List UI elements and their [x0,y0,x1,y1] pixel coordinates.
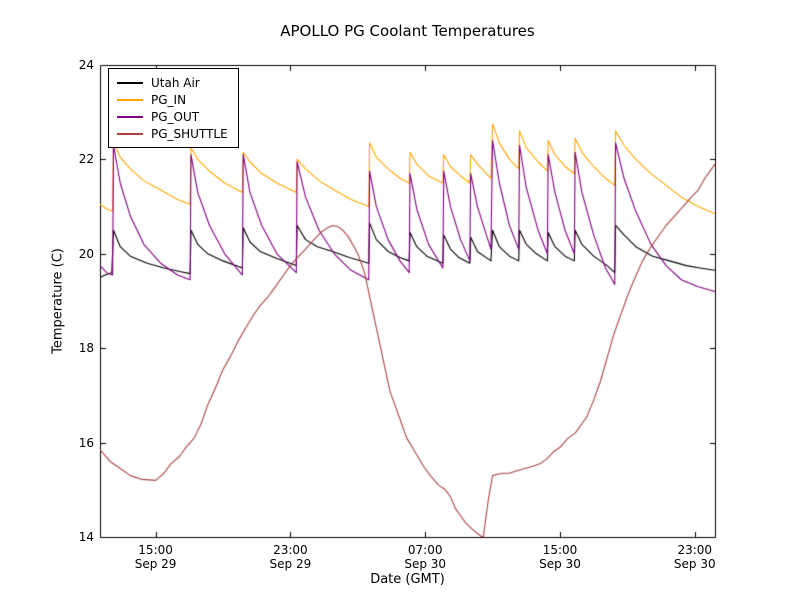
legend-item: Utah Air [117,74,228,91]
x-tick-label: 15:00 Sep 30 [528,543,592,571]
x-tick-label-line: 15:00 [542,543,578,557]
y-tick-label: 18 [78,341,94,356]
x-tick-label: 15:00 Sep 29 [124,543,188,571]
x-tick-label-line: 23:00 [273,543,308,557]
y-tick-label: 16 [78,435,94,450]
x-tick-label-line: 23:00 [677,543,713,557]
legend-label: PG_OUT [151,109,200,124]
x-tick-label: 23:00 Sep 29 [258,543,322,571]
x-tick-label-line: Sep 30 [673,557,716,571]
legend-label: PG_IN [151,92,187,107]
y-tick-label: 24 [78,58,94,72]
legend-line-swatch [117,98,143,101]
x-tick-label-line: Sep 29 [134,557,177,571]
legend-item: PG_SHUTTLE [117,125,228,142]
x-axis-label: Date (GMT) [370,572,445,587]
legend-item: PG_IN [117,91,228,108]
legend-label: PG_SHUTTLE [151,126,228,141]
legend-line-swatch [117,81,143,84]
legend-line-swatch [117,115,143,118]
x-tick-label-line: 15:00 [138,543,173,557]
y-tick-label: 22 [78,152,94,167]
legend: Utah Air PG_IN PG_OUT PG_SHUTTLE [108,68,239,148]
y-axis-label: Temperature (C) [50,248,66,354]
legend-line-swatch [117,132,143,135]
y-tick-label: 20 [78,246,94,261]
x-tick-label-line: Sep 30 [539,557,581,571]
x-tick-label: 07:00 Sep 30 [393,543,457,571]
x-tick-label-line: Sep 29 [269,557,312,571]
x-tick-label-line: 07:00 [407,543,443,557]
y-tick-label: 14 [78,530,94,544]
legend-item: PG_OUT [117,108,228,125]
legend-label: Utah Air [151,75,200,90]
x-tick-label-line: Sep 30 [404,557,447,571]
x-tick-label: 23:00 Sep 30 [663,543,727,571]
